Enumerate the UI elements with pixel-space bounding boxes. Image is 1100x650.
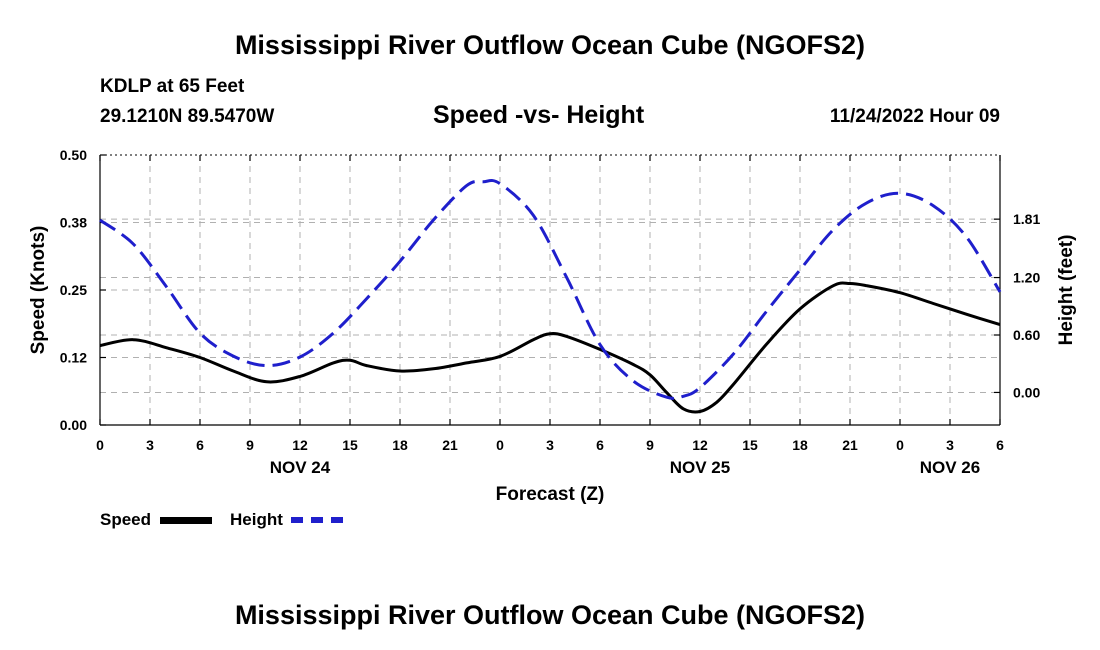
x-tick-label: 21 — [842, 437, 858, 453]
x-tick-label: 18 — [392, 437, 408, 453]
y2-tick-label: 1.20 — [1013, 270, 1040, 286]
x-tick-label: 3 — [546, 437, 554, 453]
grid-lines — [100, 155, 1000, 425]
x-tick-label: 15 — [342, 437, 358, 453]
x-tick-label: 9 — [246, 437, 254, 453]
x-tick-label: 18 — [792, 437, 808, 453]
x-tick-label: 6 — [996, 437, 1004, 453]
footer-title: Mississippi River Outflow Ocean Cube (NG… — [234, 600, 866, 630]
y2-tick-label: 1.81 — [1013, 211, 1040, 227]
station-coordinates: 29.1210N 89.5470W — [100, 106, 275, 127]
x-tick-label: 15 — [742, 437, 758, 453]
x-day-label: NOV 26 — [920, 458, 980, 477]
x-axis-title: Forecast (Z) — [496, 484, 605, 505]
y2-tick-label: 0.00 — [1013, 384, 1040, 400]
station-name: KDLP at 65 Feet — [100, 76, 245, 97]
y-tick-label: 0.50 — [60, 147, 87, 163]
axis-ticks: 0 3 6 9 12 15 18 21 0 3 6 9 12 15 18 21 0 3 6 NOV 24 NOV 25 N… — [60, 147, 1041, 477]
x-tick-label: 12 — [292, 437, 308, 453]
x-tick-label: 9 — [646, 437, 654, 453]
y-tick-label: 0.00 — [60, 417, 87, 433]
y-tick-label: 0.12 — [60, 350, 87, 366]
legend-speed-line — [160, 517, 212, 524]
x-tick-label: 3 — [946, 437, 954, 453]
x-tick-label: 0 — [496, 437, 504, 453]
y-axis-title: Speed (Knots) — [28, 226, 49, 355]
chart-title-main: Mississippi River Outflow Ocean Cube (NG… — [234, 30, 866, 60]
x-tick-label: 0 — [96, 437, 104, 453]
x-day-label: NOV 25 — [670, 458, 730, 477]
x-tick-label: 3 — [146, 437, 154, 453]
x-tick-label: 0 — [896, 437, 904, 453]
chart-subtitle: Speed -vs- Height — [433, 101, 645, 129]
legend-height-label: Height — [230, 510, 283, 529]
x-tick-label: 12 — [692, 437, 708, 453]
y2-axis-title: Height (feet) — [1056, 235, 1077, 346]
legend-height-line — [291, 517, 343, 523]
height-series-line — [99, 179, 1002, 400]
data-series — [99, 179, 1002, 414]
x-tick-label: 6 — [196, 437, 204, 453]
y-tick-label: 0.25 — [60, 282, 87, 298]
y2-tick-label: 0.60 — [1013, 327, 1040, 343]
speed-series-line — [99, 281, 1001, 414]
x-day-label: NOV 24 — [270, 458, 331, 477]
forecast-timestamp: 11/24/2022 Hour 09 — [829, 106, 1000, 127]
x-tick-label: 21 — [442, 437, 458, 453]
legend-speed-label: Speed — [100, 510, 152, 529]
x-tick-label: 6 — [596, 437, 604, 453]
y-tick-label: 0.38 — [60, 215, 87, 231]
